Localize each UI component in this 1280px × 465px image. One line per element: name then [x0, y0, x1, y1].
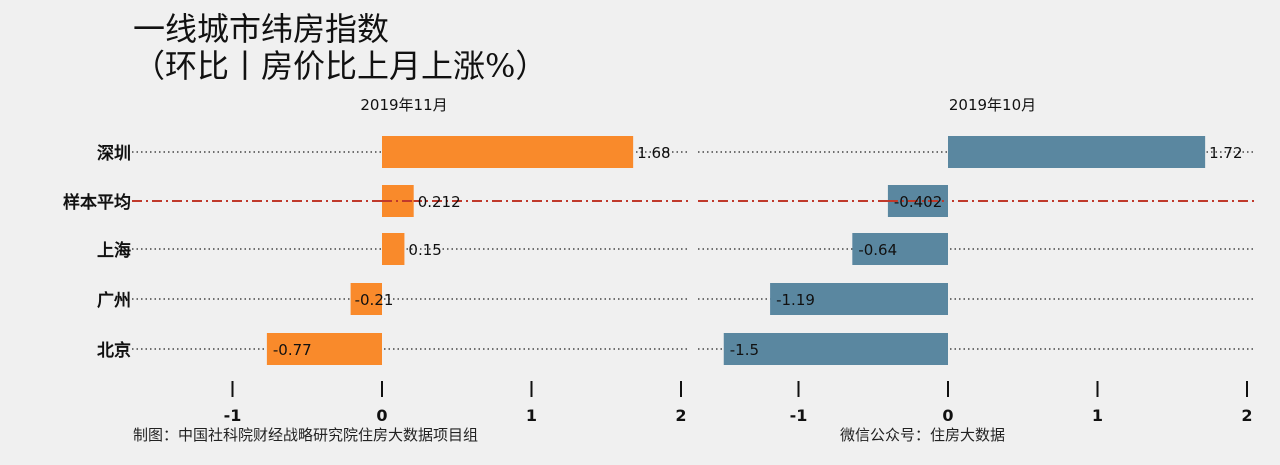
data-label: -0.21 [355, 291, 394, 309]
category-label: 北京 [97, 340, 131, 361]
data-label: -0.64 [858, 241, 897, 259]
category-label: 深圳 [97, 143, 131, 164]
bar [948, 136, 1206, 168]
bar [723, 333, 948, 365]
category-label: 广州 [97, 290, 131, 311]
x-tick-label: 1 [1092, 406, 1103, 425]
bar [382, 233, 405, 265]
x-tick-label: -1 [224, 406, 242, 425]
data-label: 0.15 [408, 241, 441, 259]
bar [852, 233, 948, 265]
footer-wechat: 微信公众号：住房大数据 [840, 426, 1006, 444]
x-tick-label: 0 [376, 406, 387, 425]
bar [350, 283, 382, 315]
panel-title: 2019年10月 [949, 96, 1036, 114]
bar [887, 185, 948, 217]
panel-title: 2019年11月 [360, 96, 447, 114]
x-tick-label: 2 [675, 406, 686, 425]
data-label: 1.72 [1209, 144, 1242, 162]
bar [266, 333, 382, 365]
data-label: -0.402 [894, 193, 942, 211]
x-tick-label: 0 [942, 406, 953, 425]
bar [770, 283, 948, 315]
chart-subtitle: （环比丨房价比上月上涨%） [133, 47, 548, 85]
data-label: 0.212 [418, 193, 461, 211]
chart-title: 一线城市纬房指数 [133, 10, 390, 48]
x-tick-label: 1 [526, 406, 537, 425]
data-label: -0.77 [273, 341, 312, 359]
footer-credit: 制图：中国社科院财经战略研究院住房大数据项目组 [133, 426, 479, 444]
category-label: 上海 [97, 240, 131, 261]
data-label: -1.19 [776, 291, 815, 309]
category-label: 样本平均 [63, 192, 131, 213]
x-tick-label: 2 [1241, 406, 1252, 425]
data-label: 1.68 [637, 144, 670, 162]
bar [382, 136, 634, 168]
x-tick-label: -1 [790, 406, 808, 425]
data-label: -1.5 [730, 341, 759, 359]
